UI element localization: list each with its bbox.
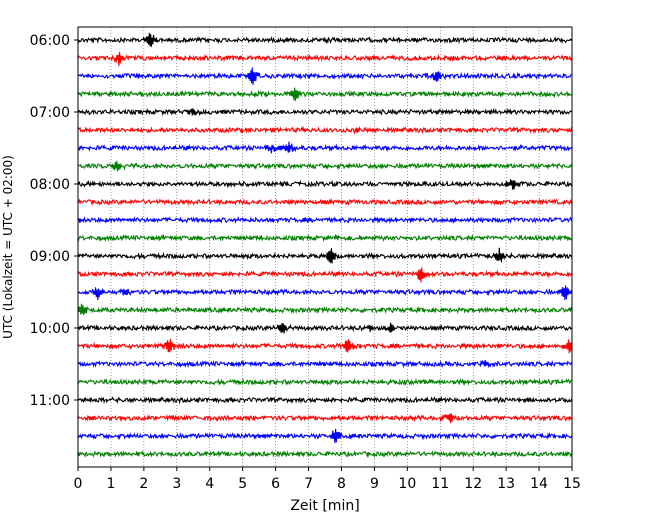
seismogram-trace (77, 395, 573, 405)
seismogram-trace (77, 215, 573, 225)
x-tick-label: 6 (271, 476, 280, 492)
seismogram-trace (77, 87, 573, 101)
seismogram-trace (77, 67, 573, 85)
seismogram-trace (77, 285, 573, 301)
x-tick-label: 3 (172, 476, 181, 492)
seismogram-trace (77, 51, 573, 67)
x-tick-label: 10 (398, 476, 416, 492)
x-tick-label: 1 (106, 476, 115, 492)
seismogram-trace (77, 339, 573, 354)
y-tick-label: 11:00 (30, 393, 70, 409)
x-tick-label: 12 (464, 476, 482, 492)
x-tick-label: 4 (205, 476, 214, 492)
seismogram-trace (77, 413, 573, 423)
seismogram-trace (77, 197, 573, 207)
x-axis-ticks: 0 1 2 3 4 5 6 7 8 9 10 11 12 13 14 15 (74, 467, 581, 492)
seismogram-trace (77, 322, 573, 334)
y-axis-ticks: 06:00 07:00 08:00 09:00 10:00 11:00 (30, 33, 78, 409)
seismogram-trace (77, 125, 573, 135)
y-tick-label: 07:00 (30, 105, 70, 121)
x-tick-label: 13 (497, 476, 515, 492)
y-tick-label: 06:00 (30, 33, 70, 49)
y-tick-label: 08:00 (30, 177, 70, 193)
seismogram-trace (77, 107, 573, 117)
seismogram-trace (77, 141, 573, 154)
x-tick-label: 15 (563, 476, 581, 492)
y-tick-label: 10:00 (30, 321, 70, 337)
seismogram-trace (77, 303, 573, 316)
seismogram-trace (77, 160, 573, 172)
y-axis-label: UTC (Lokalzeit = UTC + 02:00) (1, 155, 15, 339)
seismogram-trace (77, 450, 573, 459)
x-tick-label: 14 (530, 476, 548, 492)
seismogram-trace (77, 179, 572, 190)
seismogram-trace (77, 267, 573, 283)
y-tick-label: 09:00 (30, 249, 70, 265)
seismogram-traces (77, 32, 573, 459)
seismogram-trace (77, 247, 573, 264)
seismogram-trace (77, 428, 573, 443)
x-tick-label: 8 (337, 476, 346, 492)
x-axis-label: Zeit [min] (290, 498, 359, 514)
x-tick-label: 0 (74, 476, 83, 492)
plot-frame (77, 26, 573, 468)
grid-lines (110, 27, 540, 467)
seismogram-trace (77, 377, 573, 387)
seismogram-trace (77, 359, 573, 369)
x-tick-label: 7 (304, 476, 313, 492)
x-tick-label: 11 (431, 476, 449, 492)
x-tick-label: 5 (238, 476, 247, 492)
seismogram-trace (77, 233, 573, 243)
seismogram-trace (77, 32, 573, 47)
x-tick-label: 9 (370, 476, 379, 492)
x-tick-label: 2 (139, 476, 148, 492)
